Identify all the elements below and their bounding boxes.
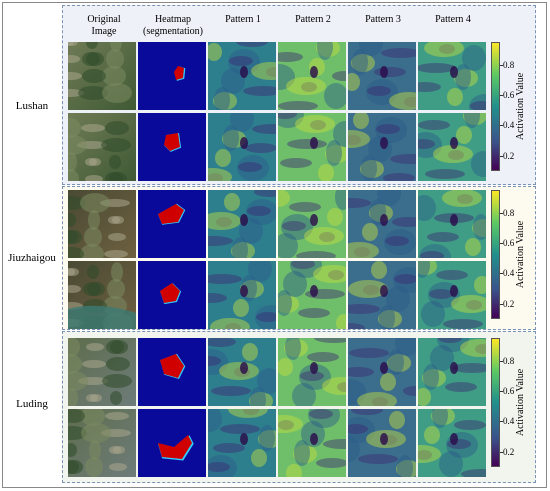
pattern-1-tile — [208, 409, 276, 477]
colorbar-tick-label: 0.2 — [503, 150, 515, 161]
header-pattern-3: Pattern 3 — [365, 14, 401, 25]
header-pattern-1: Pattern 1 — [225, 14, 261, 25]
colorbar-tick-mark — [500, 303, 503, 305]
row-label-jiuzhaigou: Jiuzhaigou — [8, 252, 56, 264]
original-image-tile — [68, 42, 136, 110]
pattern-2-tile — [278, 338, 346, 406]
colorbar-lushan: 0.8 0.6 0.4 0.2 Activation Value — [491, 42, 541, 174]
colorbar-jiuzhaigou: 0.8 0.6 0.4 0.2 Activation Value — [491, 190, 541, 322]
colorbar-gradient — [491, 338, 500, 467]
row-label-luding: Luding — [16, 398, 48, 410]
colorbar-tick-mark — [500, 273, 503, 275]
pattern-3-tile — [348, 113, 416, 181]
original-image-tile — [68, 113, 136, 181]
pattern-3-tile — [348, 42, 416, 110]
pattern-3-tile — [348, 190, 416, 258]
colorbar-tick-label: 0.8 — [503, 59, 515, 70]
colorbar-tick-mark — [500, 212, 503, 214]
original-image-tile — [68, 261, 136, 329]
pattern-4-tile — [418, 409, 486, 477]
colorbar-tick-label: 0.2 — [503, 446, 515, 457]
header-original-image: Original Image — [87, 14, 121, 37]
pattern-1-tile — [208, 338, 276, 406]
pattern-4-tile — [418, 113, 486, 181]
pattern-2-tile — [278, 42, 346, 110]
colorbar-gradient — [491, 42, 500, 171]
original-image-tile — [68, 190, 136, 258]
pattern-4-tile — [418, 42, 486, 110]
pattern-3-tile — [348, 409, 416, 477]
pattern-4-tile — [418, 261, 486, 329]
original-image-tile — [68, 338, 136, 406]
colorbar-tick-label: 0.8 — [503, 207, 515, 218]
header-heatmap: Heatmap (segmentation) — [143, 14, 203, 37]
colorbar-tick-mark — [500, 391, 503, 393]
colorbar-title: Activation Value — [515, 220, 526, 289]
colorbar-tick-label: 0.4 — [503, 268, 515, 279]
colorbar-tick-mark — [500, 95, 503, 97]
segmentation-heatmap-tile — [138, 190, 206, 258]
colorbar-tick-mark — [500, 64, 503, 66]
colorbar-tick-label: 0.4 — [503, 120, 515, 131]
segmentation-heatmap-tile — [138, 261, 206, 329]
colorbar-tick-label: 0.6 — [503, 90, 515, 101]
pattern-4-tile — [418, 338, 486, 406]
colorbar-title: Activation Value — [515, 72, 526, 141]
colorbar-tick-mark — [500, 421, 503, 423]
pattern-3-tile — [348, 338, 416, 406]
pattern-2-tile — [278, 261, 346, 329]
pattern-1-tile — [208, 113, 276, 181]
colorbar-luding: 0.8 0.6 0.4 0.2 Activation Value — [491, 338, 541, 470]
colorbar-tick-label: 0.6 — [503, 238, 515, 249]
pattern-2-tile — [278, 190, 346, 258]
colorbar-tick-label: 0.4 — [503, 416, 515, 427]
row-label-lushan: Lushan — [15, 100, 49, 112]
colorbar-gradient — [491, 190, 500, 319]
colorbar-tick-label: 0.6 — [503, 386, 515, 397]
segmentation-heatmap-tile — [138, 409, 206, 477]
colorbar-tick-mark — [500, 125, 503, 127]
pattern-1-tile — [208, 42, 276, 110]
segmentation-heatmap-tile — [138, 113, 206, 181]
pattern-2-tile — [278, 409, 346, 477]
header-pattern-4: Pattern 4 — [435, 14, 471, 25]
segmentation-heatmap-tile — [138, 338, 206, 406]
original-image-tile — [68, 409, 136, 477]
pattern-2-tile — [278, 113, 346, 181]
colorbar-tick-mark — [500, 360, 503, 362]
pattern-4-tile — [418, 190, 486, 258]
header-pattern-2: Pattern 2 — [295, 14, 331, 25]
pattern-1-tile — [208, 261, 276, 329]
colorbar-tick-mark — [500, 451, 503, 453]
colorbar-tick-label: 0.8 — [503, 355, 515, 366]
colorbar-tick-mark — [500, 243, 503, 245]
colorbar-tick-mark — [500, 155, 503, 157]
segmentation-heatmap-tile — [138, 42, 206, 110]
colorbar-title: Activation Value — [515, 368, 526, 437]
pattern-1-tile — [208, 190, 276, 258]
colorbar-tick-label: 0.2 — [503, 298, 515, 309]
pattern-3-tile — [348, 261, 416, 329]
